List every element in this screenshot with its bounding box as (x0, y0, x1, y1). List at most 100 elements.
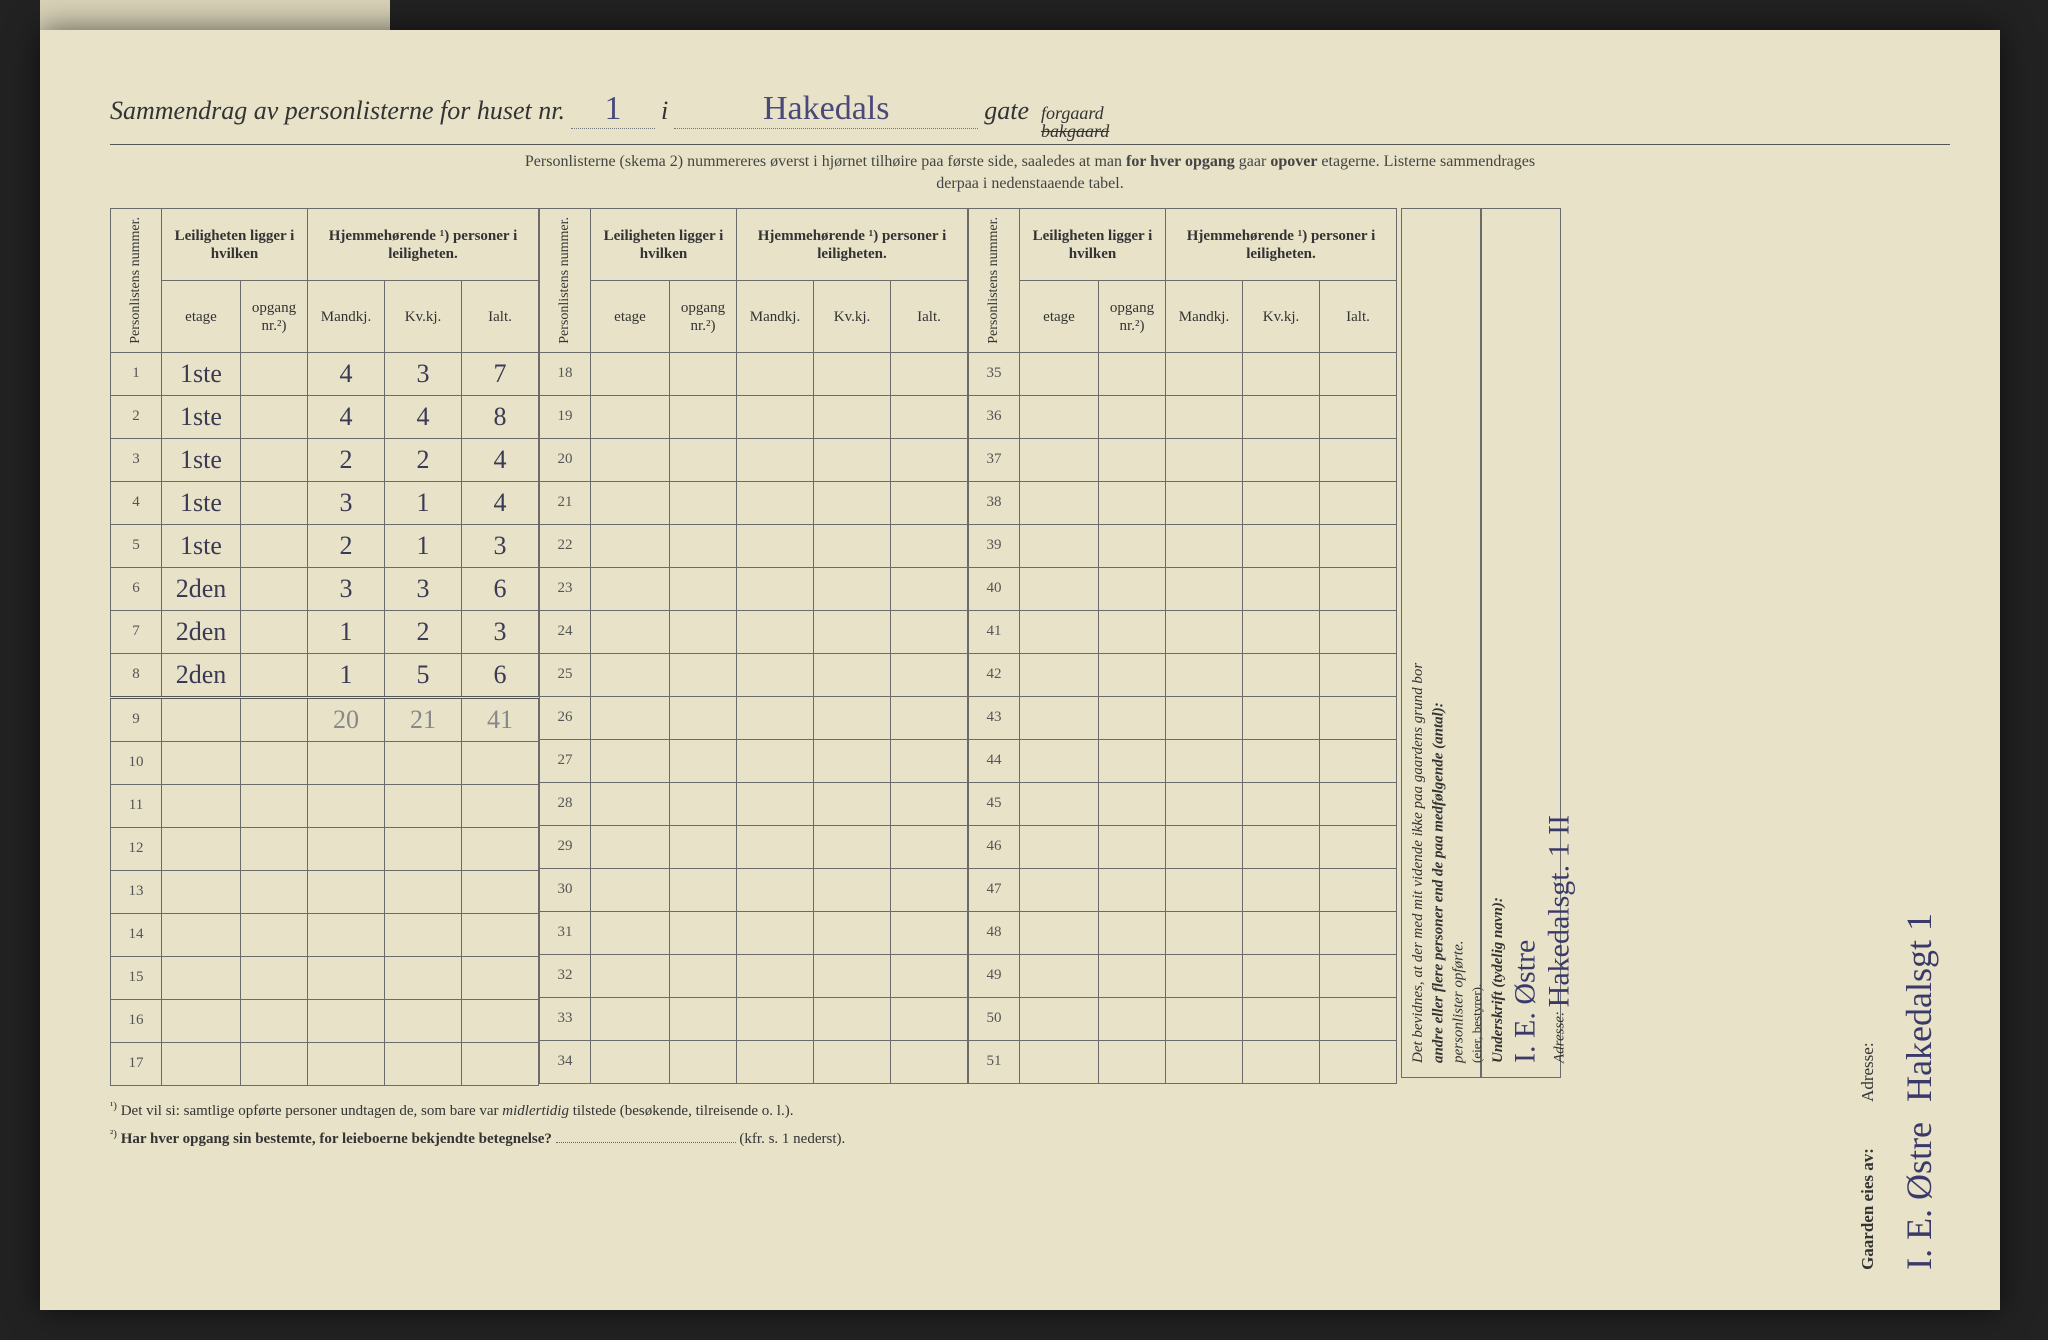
row-number: 2 (111, 395, 162, 438)
col-mandkj: Mandkj. (308, 281, 385, 353)
cell-ialt: 7 (462, 352, 539, 395)
footnote-2: ²) Har hver opgang sin bestemte, for lei… (110, 1126, 1950, 1151)
row-number: 35 (969, 352, 1020, 395)
row-number: 38 (969, 481, 1020, 524)
cell-kvkj: 3 (385, 567, 462, 610)
grp-hjemme-2: Hjemmehørende ¹) personer i leiligheten. (737, 209, 968, 281)
footnotes: ¹) Det vil si: samtlige opførte personer… (110, 1098, 1950, 1151)
table-row: 34 (540, 1040, 968, 1083)
fn2-sup: ²) (110, 1128, 117, 1140)
row-number: 25 (540, 653, 591, 696)
row-number: 13 (111, 870, 162, 913)
cell-kvkj: 3 (385, 352, 462, 395)
col-ialt-3: Ialt. (1320, 281, 1397, 353)
subtitle-f: derpaa i nedenstaaende tabel. (936, 175, 1123, 192)
cell-total-k: 21 (385, 697, 462, 741)
row-number: 46 (969, 825, 1020, 868)
cell-total-i: 41 (462, 697, 539, 741)
row-number: 27 (540, 739, 591, 782)
table-row: 16 (111, 999, 539, 1042)
row-number: 44 (969, 739, 1020, 782)
right-panel: Det bevidnes, at der med mit vidende ikk… (1401, 208, 1561, 1078)
grp-leilighet-2: Leiligheten ligger i hvilken (591, 209, 737, 281)
owner-name: I. E. Østre (1899, 1122, 1939, 1270)
attest-a: Det bevidnes, at der med mit vidende ikk… (1410, 663, 1426, 1063)
row-number: 39 (969, 524, 1020, 567)
cell-opgang (241, 438, 308, 481)
cell-opgang (241, 697, 308, 741)
cell-mandkj: 4 (308, 395, 385, 438)
col-mandkj-2: Mandkj. (737, 281, 814, 353)
owner-block: Gaarden eies av: I. E. Østre Adresse: Ha… (1858, 913, 1940, 1270)
row-number: 36 (969, 395, 1020, 438)
subtitle: Personlisterne (skema 2) nummereres øver… (110, 151, 1950, 194)
table-row: 14 (111, 913, 539, 956)
row-number: 34 (540, 1040, 591, 1083)
row-number: 11 (111, 784, 162, 827)
cell-etage: 2den (162, 567, 241, 610)
totals-row: 9202141 (111, 697, 539, 741)
fn2-dotline (556, 1142, 736, 1143)
col-kvkj: Kv.kj. (385, 281, 462, 353)
owner-adresse-label: Adresse: (1858, 1043, 1877, 1102)
cell-ialt: 6 (462, 567, 539, 610)
table-row: 82den156 (111, 653, 539, 697)
adresse-label: Adresse: (1551, 1011, 1567, 1063)
fn1-sup: ¹) (110, 1100, 117, 1112)
forgaard-bakgaard: forgaard bakgaard (1041, 104, 1109, 140)
attest-text: Det bevidnes, at der med mit vidende ikk… (1408, 223, 1469, 1063)
row-number: 45 (969, 782, 1020, 825)
row-number: 10 (111, 741, 162, 784)
table-row: 32 (540, 954, 968, 997)
col-etage-2: etage (591, 281, 670, 353)
row-number: 49 (969, 954, 1020, 997)
cell-opgang (241, 395, 308, 438)
cell-ialt: 4 (462, 438, 539, 481)
table-row: 21 (540, 481, 968, 524)
row-number: 23 (540, 567, 591, 610)
row-number: 3 (111, 438, 162, 481)
cell-mandkj: 1 (308, 610, 385, 653)
table-row: 30 (540, 868, 968, 911)
attestation-box: Det bevidnes, at der med mit vidende ikk… (1401, 208, 1481, 1078)
owner-label: Gaarden eies av: (1858, 1148, 1877, 1270)
cell-mandkj: 2 (308, 438, 385, 481)
cell-mandkj: 3 (308, 481, 385, 524)
gate-label: gate (984, 96, 1029, 126)
cell-etage: 2den (162, 610, 241, 653)
cell-kvkj: 2 (385, 438, 462, 481)
owner-address: Hakedalsgt 1 (1899, 913, 1939, 1102)
table-row: 13 (111, 870, 539, 913)
attest-b: andre eller flere personer end de paa me… (1430, 702, 1446, 1063)
cell-mandkj: 2 (308, 524, 385, 567)
row-number: 15 (111, 956, 162, 999)
table-row: 39 (969, 524, 1397, 567)
cell-ialt: 4 (462, 481, 539, 524)
grp-hjemme: Hjemmehørende ¹) personer i leiligheten. (308, 209, 539, 281)
row-number: 47 (969, 868, 1020, 911)
bakgaard-struck: bakgaard (1041, 122, 1109, 140)
cell-ialt: 8 (462, 395, 539, 438)
census-form-page: Sammendrag av personlisterne for huset n… (40, 30, 2000, 1310)
row-number: 40 (969, 567, 1020, 610)
row-number: 17 (111, 1042, 162, 1085)
table-row: 35 (969, 352, 1397, 395)
table-row: 43 (969, 696, 1397, 739)
row-number: 19 (540, 395, 591, 438)
table-row: 29 (540, 825, 968, 868)
col-etage: etage (162, 281, 241, 353)
col-personlist-2: Personlistens nummer. (540, 209, 591, 353)
table-row: 42 (969, 653, 1397, 696)
row-number: 5 (111, 524, 162, 567)
col-ialt: Ialt. (462, 281, 539, 353)
fn2-tail: (kfr. s. 1 nederst). (739, 1131, 845, 1147)
census-table-block3: Personlistens nummer. Leiligheten ligger… (968, 208, 1397, 1084)
col-mandkj-3: Mandkj. (1166, 281, 1243, 353)
table-row: 46 (969, 825, 1397, 868)
row-number: 14 (111, 913, 162, 956)
row-number: 20 (540, 438, 591, 481)
row-number: 4 (111, 481, 162, 524)
col-etage-3: etage (1020, 281, 1099, 353)
cell-etage: 1ste (162, 352, 241, 395)
row-number: 42 (969, 653, 1020, 696)
